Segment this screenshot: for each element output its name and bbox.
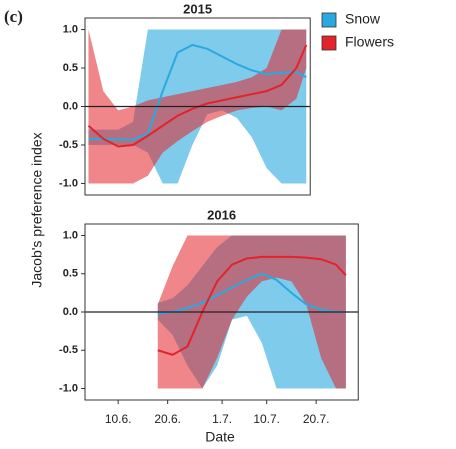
y-tick-label: 1.0 xyxy=(63,229,78,241)
y-tick-label: -1.0 xyxy=(59,177,78,189)
legend-label: Flowers xyxy=(345,34,394,50)
panel-label: (c) xyxy=(4,7,23,26)
y-tick-label: 0.5 xyxy=(63,62,78,74)
x-axis-label: Date xyxy=(205,429,235,445)
x-tick-label: 20.7. xyxy=(303,412,330,426)
y-tick-label: 0.0 xyxy=(63,100,78,112)
y-tick-label: -0.5 xyxy=(59,139,78,151)
legend-label: Snow xyxy=(345,11,381,27)
y-axis-label: Jacob's preference index xyxy=(29,132,45,287)
y-tick-label: 0.0 xyxy=(63,306,78,318)
legend-swatch xyxy=(321,12,337,28)
confidence-band xyxy=(157,235,346,389)
series-line xyxy=(157,272,346,315)
panel-title: 2015 xyxy=(183,1,212,16)
y-tick-label: 1.0 xyxy=(63,23,78,35)
x-tick-label: 10.6. xyxy=(105,412,132,426)
x-tick-label: 1.7. xyxy=(212,412,232,426)
legend-swatch xyxy=(321,35,337,51)
series-line xyxy=(88,43,307,141)
x-tick-label: 20.6. xyxy=(154,412,181,426)
series-line xyxy=(157,255,347,356)
x-tick-label: 10.7. xyxy=(253,412,280,426)
y-tick-label: 0.5 xyxy=(63,268,78,280)
panel-title: 2016 xyxy=(207,207,236,222)
y-tick-label: -1.0 xyxy=(59,382,78,394)
y-tick-label: -0.5 xyxy=(59,344,78,356)
